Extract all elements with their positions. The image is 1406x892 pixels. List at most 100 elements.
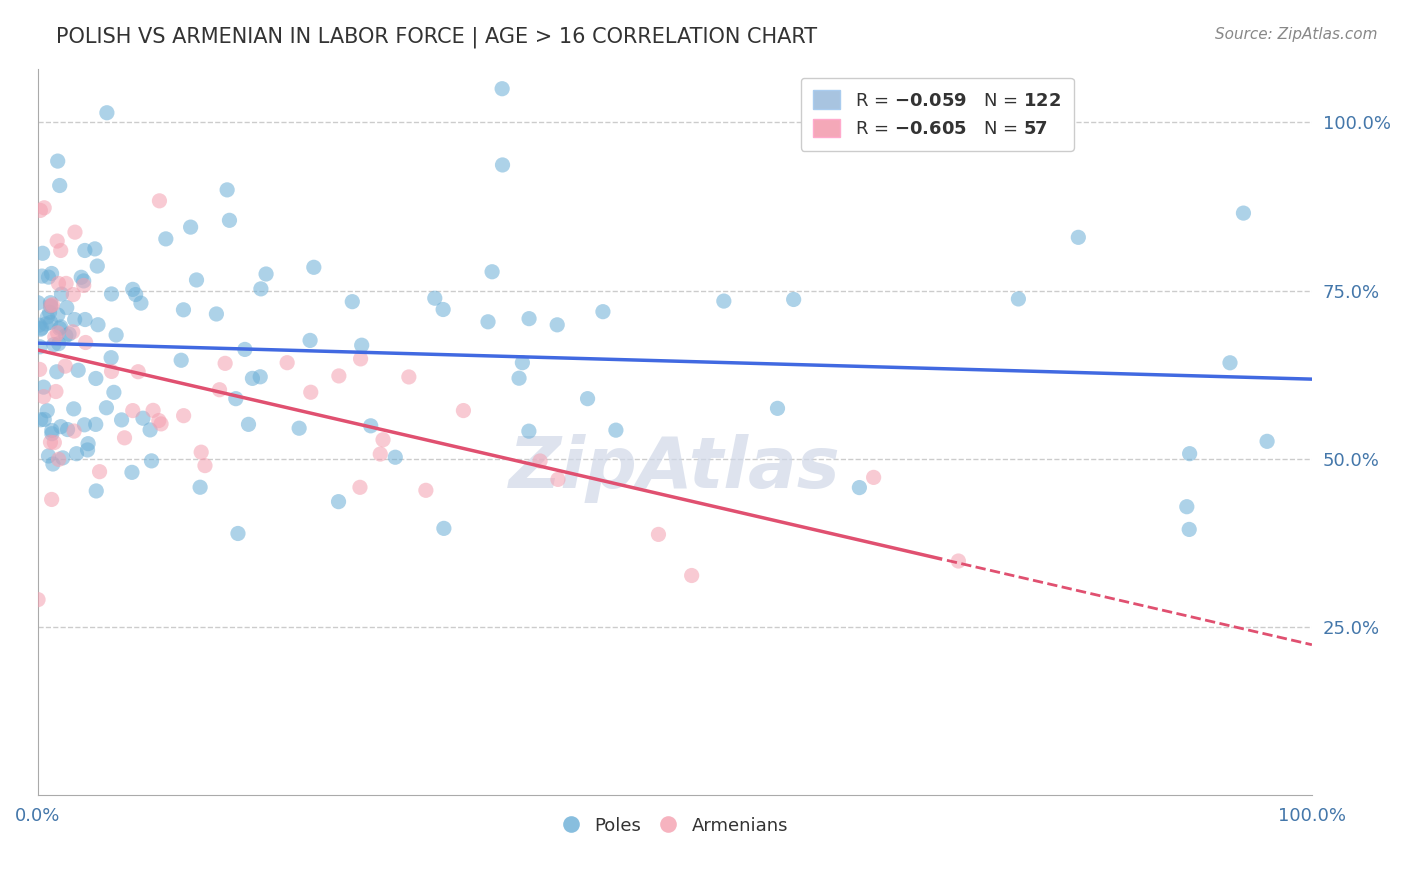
Point (508, 371, 530, 385)
Point (39, 299, 62, 313)
Point (100, 364, 122, 378)
Point (39, 435, 62, 450)
Point (100, 287, 122, 301)
Point (432, 302, 454, 317)
Point (173, 409, 195, 423)
Point (190, 445, 212, 459)
Point (105, 328, 128, 343)
Point (41, 424, 63, 438)
Point (766, 401, 789, 416)
Point (76, 442, 98, 457)
Point (433, 521, 456, 535)
Point (225, 392, 247, 406)
Point (38, 305, 60, 319)
Point (45, 384, 67, 399)
Point (48, 452, 70, 467)
Point (218, 213, 240, 227)
Point (948, 554, 970, 568)
Text: ZipAtlas: ZipAtlas (509, 434, 841, 503)
Point (517, 424, 540, 438)
Point (180, 220, 202, 235)
Point (42, 337, 65, 351)
Point (48, 336, 70, 351)
Point (46, 234, 69, 248)
Point (87, 318, 110, 332)
Point (45, 365, 67, 379)
Point (226, 526, 249, 541)
Point (89, 465, 111, 479)
Point (1178, 523, 1201, 537)
Point (84, 371, 107, 385)
Point (328, 368, 350, 383)
Point (55, 301, 77, 315)
Point (73, 274, 96, 288)
Point (32, 380, 55, 394)
Point (49, 419, 72, 434)
Point (32, 412, 55, 426)
Point (65, 447, 87, 461)
Point (254, 267, 277, 281)
Point (103, 385, 125, 400)
Point (148, 413, 170, 427)
Point (37, 310, 59, 324)
Point (44, 330, 66, 344)
Point (49, 319, 72, 334)
Point (862, 470, 884, 484)
Point (647, 527, 669, 541)
Point (62, 325, 84, 339)
Point (453, 403, 475, 417)
Point (77, 436, 100, 450)
Point (481, 265, 503, 279)
Point (592, 304, 614, 318)
Point (53, 359, 76, 373)
Point (48, 178, 70, 193)
Point (150, 417, 173, 431)
Point (44, 435, 66, 450)
Point (37, 270, 59, 285)
Point (529, 454, 551, 468)
Point (124, 287, 146, 301)
Point (276, 356, 298, 370)
Point (576, 392, 599, 406)
Point (121, 282, 143, 296)
Point (55, 328, 77, 343)
Point (605, 423, 627, 437)
Point (30, 322, 52, 336)
Point (28, 340, 51, 354)
Point (349, 480, 371, 494)
Point (46, 308, 69, 322)
Point (41, 298, 63, 312)
Point (35, 317, 58, 331)
Point (73, 417, 96, 432)
Point (139, 423, 162, 437)
Point (46, 154, 69, 169)
Point (121, 403, 143, 417)
Point (73, 278, 96, 293)
Point (73, 244, 96, 258)
Point (205, 307, 228, 321)
Point (512, 356, 534, 370)
Point (188, 480, 211, 494)
Point (86, 259, 108, 273)
Point (342, 294, 364, 309)
Point (28, 362, 51, 376)
Point (31, 246, 53, 260)
Text: POLISH VS ARMENIAN IN LABOR FORCE | AGE > 16 CORRELATION CHART: POLISH VS ARMENIAN IN LABOR FORCE | AGE … (56, 27, 817, 48)
Point (114, 431, 136, 445)
Point (75, 335, 97, 350)
Point (127, 365, 149, 379)
Point (32, 390, 55, 404)
Point (142, 403, 165, 417)
Point (217, 183, 239, 197)
Point (31, 269, 53, 284)
Point (1007, 292, 1029, 306)
Point (302, 260, 325, 275)
Point (415, 483, 437, 498)
Point (681, 568, 703, 582)
Point (49, 244, 72, 258)
Point (782, 293, 804, 307)
Point (371, 433, 394, 447)
Point (70, 270, 93, 285)
Point (517, 311, 540, 326)
Point (121, 466, 143, 480)
